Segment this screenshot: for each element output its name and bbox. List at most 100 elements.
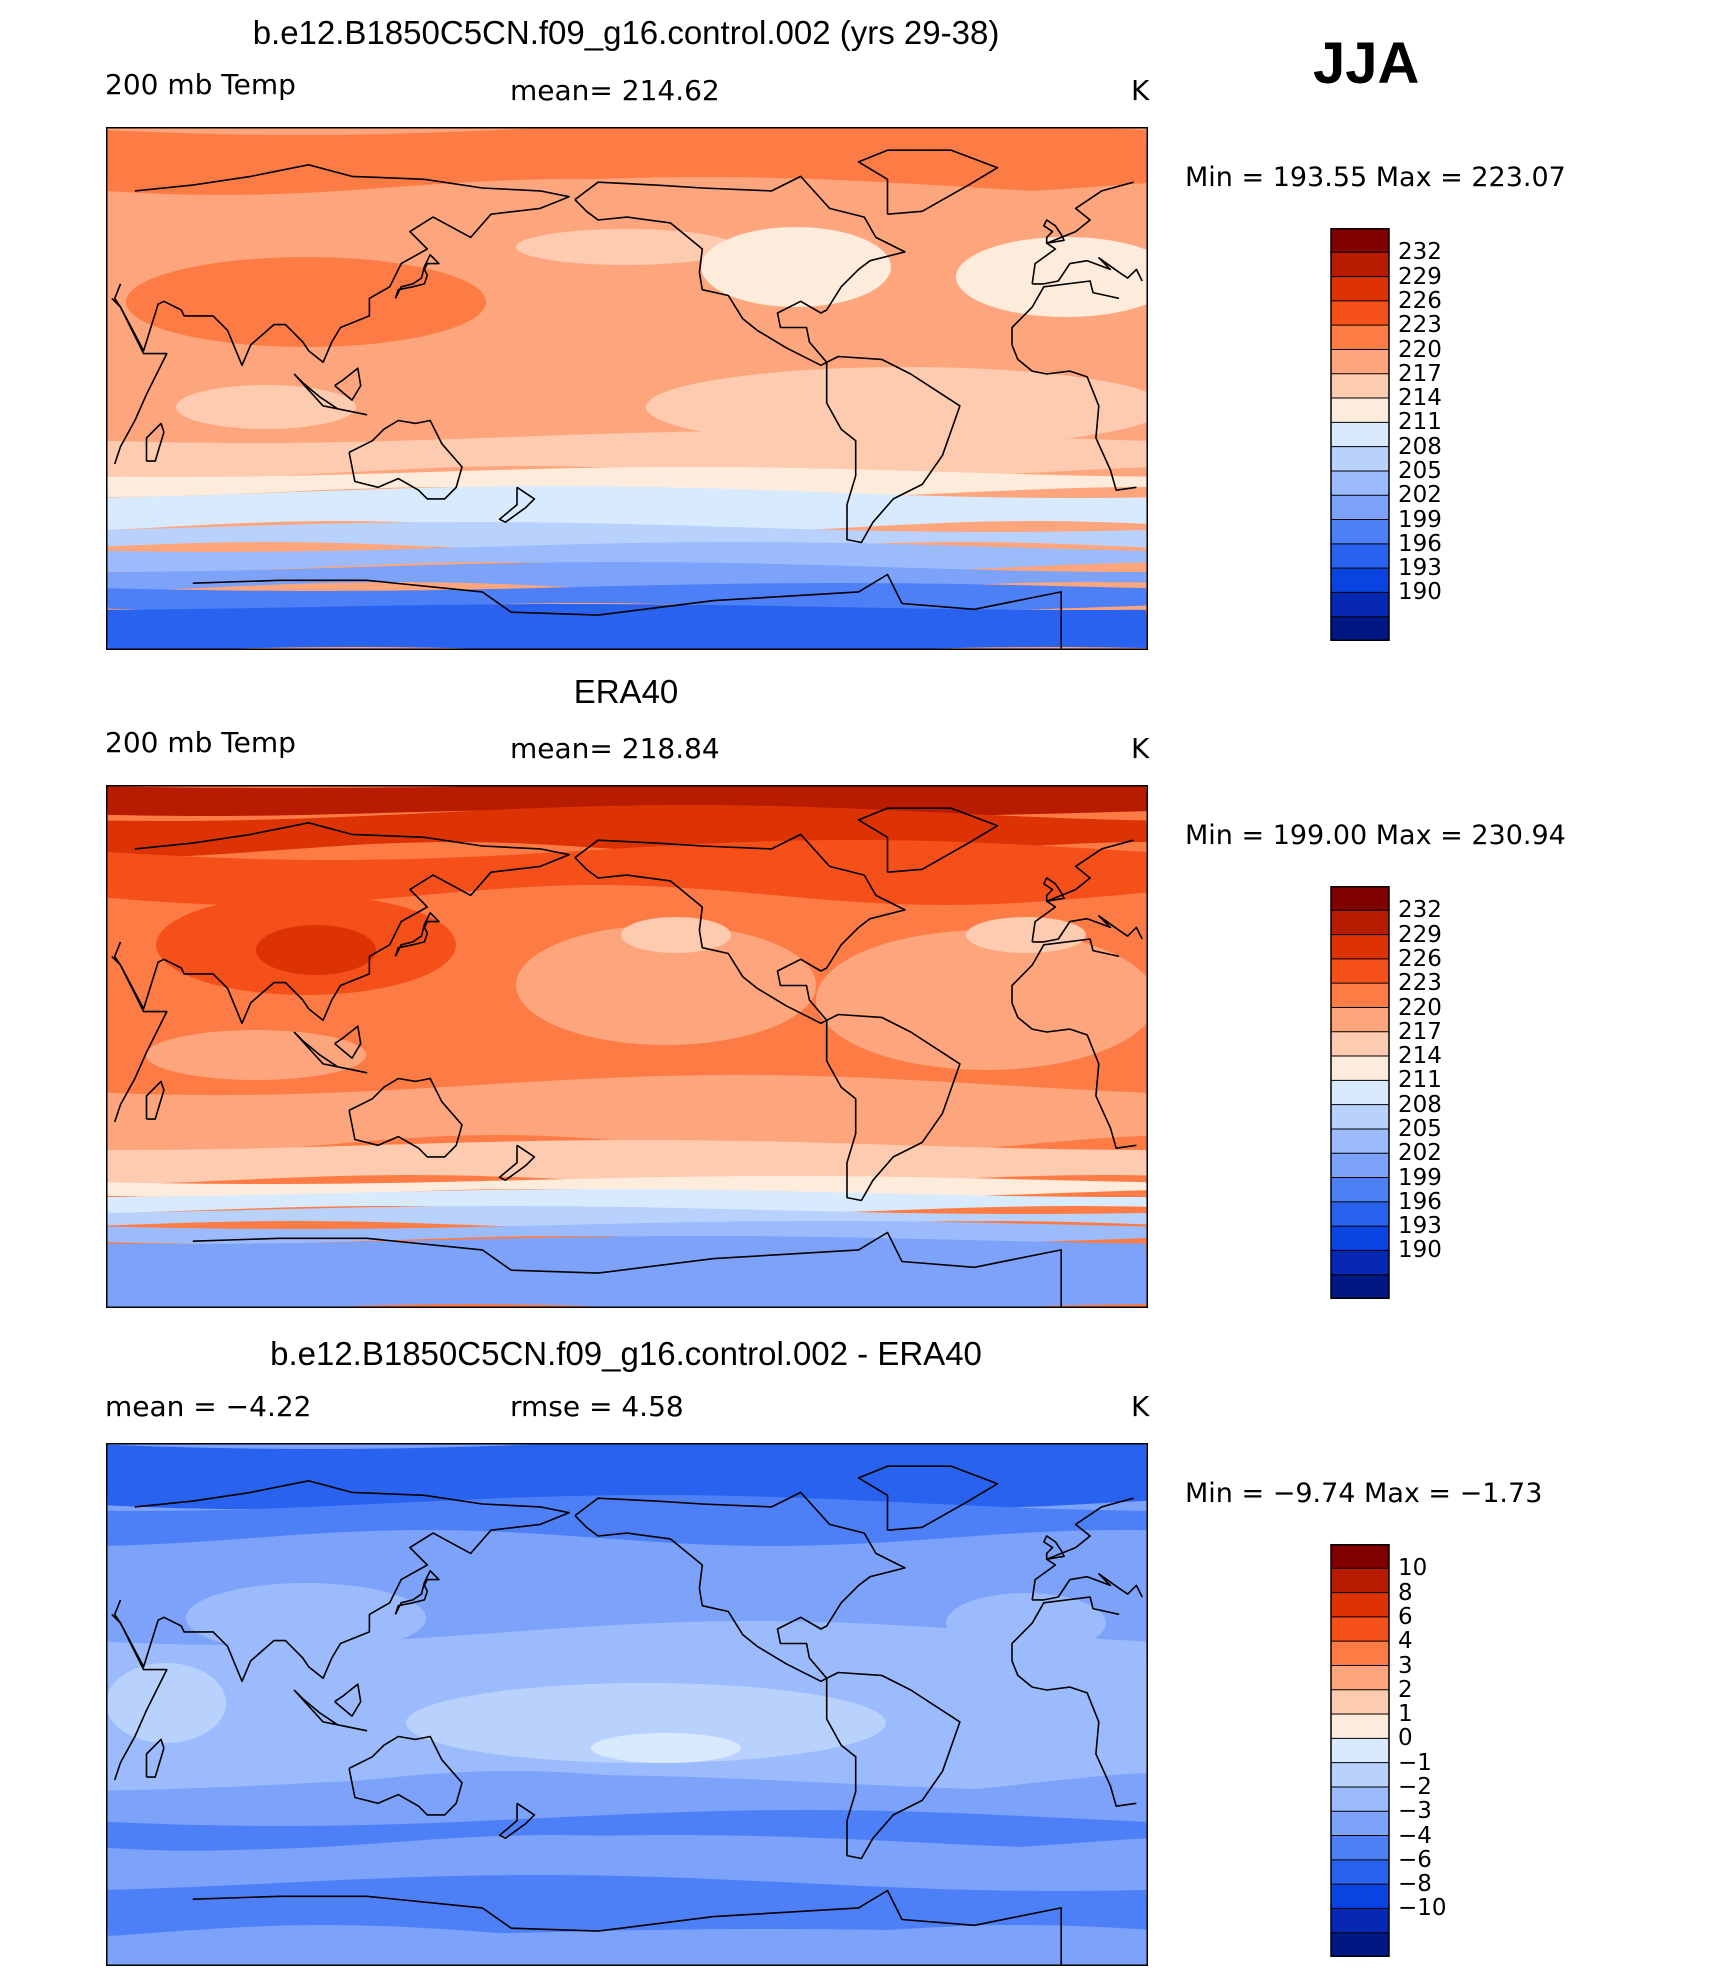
colorbar-swatch [1331, 1201, 1389, 1227]
colorbar-swatch [1331, 1859, 1389, 1885]
coastline-borneo [334, 1683, 362, 1717]
colorbar-swatch [1331, 1544, 1389, 1569]
contour-region [256, 925, 376, 975]
contour-region [816, 930, 1148, 1070]
colorbar-swatch [1331, 1568, 1389, 1594]
colorbar-frame [1330, 1544, 1390, 1957]
colorbar-swatch [1331, 349, 1389, 375]
colorbar-swatch [1331, 1128, 1389, 1154]
coastline-greenland [857, 807, 999, 873]
colorbar-label: 232 [1398, 239, 1442, 266]
colorbar-swatch [1331, 1665, 1389, 1691]
colorbar-label: 208 [1398, 1091, 1442, 1118]
colorbar-swatch [1331, 422, 1389, 448]
colorbar-label: 223 [1398, 312, 1442, 339]
contour-band [106, 1075, 1148, 1155]
colorbar-label: −10 [1398, 1895, 1447, 1922]
colorbar-label: 226 [1398, 287, 1442, 314]
contour-band [106, 127, 1148, 195]
coastline-samerica [825, 1013, 961, 1202]
contour-band [106, 1929, 1148, 1966]
colorbar-label: 217 [1398, 360, 1442, 387]
coastline-madagascar [145, 422, 165, 462]
panel-2-variable: 200 mb Temp [105, 726, 296, 759]
map-frame [106, 785, 1148, 1308]
coastline-japan [394, 912, 440, 957]
coastline-eurasia [113, 164, 1143, 367]
colorbar-swatch [1331, 1689, 1389, 1715]
coastline-japan [394, 1570, 440, 1615]
colorbar-swatch [1331, 1811, 1389, 1837]
coastline-africa [111, 280, 1137, 491]
colorbar-swatch [1331, 543, 1389, 569]
colorbar-swatch [1331, 1226, 1389, 1251]
colorbar-label: −4 [1398, 1822, 1432, 1849]
colorbar-label: −2 [1398, 1773, 1432, 1800]
colorbar-swatch [1331, 1908, 1389, 1934]
coastline-greenland [857, 149, 999, 215]
panel-3-rmse: rmse = 4.58 [510, 1390, 684, 1423]
colorbar-swatch [1331, 1007, 1389, 1033]
map-frame [106, 1443, 1148, 1966]
colorbar-swatch [1331, 1153, 1389, 1179]
map-frame [106, 127, 1148, 650]
colorbar-swatch [1331, 568, 1389, 593]
colorbar-swatch [1331, 1177, 1389, 1203]
colorbar-label: 10 [1398, 1555, 1428, 1582]
colorbar-label: 196 [1398, 1188, 1442, 1215]
contour-region [591, 1733, 741, 1763]
colorbar-swatch [1331, 446, 1389, 472]
coastline-australia [348, 1735, 463, 1816]
colorbar-swatch [1331, 276, 1389, 302]
colorbar-swatch [1331, 1274, 1389, 1299]
colorbar-swatch [1331, 495, 1389, 521]
colorbar-label: 217 [1398, 1018, 1442, 1045]
coastline-antarctica [192, 1889, 1062, 1966]
colorbar-swatch [1331, 1616, 1389, 1642]
panel-3-units: K [1131, 1390, 1150, 1423]
colorbar-label: 4 [1398, 1628, 1413, 1655]
coastline-borneo [334, 367, 362, 401]
colorbar-label: 2 [1398, 1676, 1413, 1703]
coastline-uk [1043, 219, 1065, 244]
colorbar-swatch [1331, 1031, 1389, 1057]
colorbar-label: 3 [1398, 1652, 1413, 1679]
colorbar-swatch [1331, 958, 1389, 984]
panel-1-units: K [1131, 74, 1150, 107]
colorbar-label: 211 [1398, 1067, 1442, 1094]
colorbar-label: 190 [1398, 579, 1442, 606]
panel-1-map [106, 127, 1148, 650]
colorbar-swatch [1331, 1250, 1389, 1276]
colorbar-swatch [1331, 1932, 1389, 1957]
contour-region [956, 237, 1148, 317]
colorbar-label: 226 [1398, 945, 1442, 972]
contour-region [106, 1663, 226, 1743]
colorbar-swatch [1331, 325, 1389, 350]
colorbar-label: 205 [1398, 457, 1442, 484]
panel-1-mean: mean= 214.62 [510, 74, 720, 107]
contour-band [106, 1236, 1148, 1308]
colorbar-swatch [1331, 1056, 1389, 1081]
coastline-eurasia [113, 822, 1143, 1025]
colorbar-label: 190 [1398, 1237, 1442, 1264]
coastline-nz [498, 1802, 536, 1839]
colorbar-swatch [1331, 398, 1389, 423]
coastline-greenland [857, 1465, 999, 1531]
colorbar-label: 6 [1398, 1603, 1413, 1630]
colorbar-swatch [1331, 1641, 1389, 1666]
colorbar-label: 199 [1398, 1164, 1442, 1191]
contour-region [966, 917, 1086, 953]
colorbar-label: 229 [1398, 263, 1442, 290]
coastline-madagascar [145, 1738, 165, 1778]
colorbar-label: 220 [1398, 336, 1442, 363]
colorbar-swatch [1331, 592, 1389, 618]
colorbar-label: 0 [1398, 1725, 1413, 1752]
coastline-indonesia [293, 373, 368, 416]
contour-region [126, 257, 486, 347]
coastline-uk [1043, 1535, 1065, 1560]
panel-3-title: b.e12.B1850C5CN.f09_g16.control.002 - ER… [270, 1335, 982, 1372]
colorbar-label: −6 [1398, 1846, 1432, 1873]
colorbar-swatch [1331, 1104, 1389, 1130]
colorbar-swatch [1331, 910, 1389, 936]
coastline-antarctica [192, 573, 1062, 650]
